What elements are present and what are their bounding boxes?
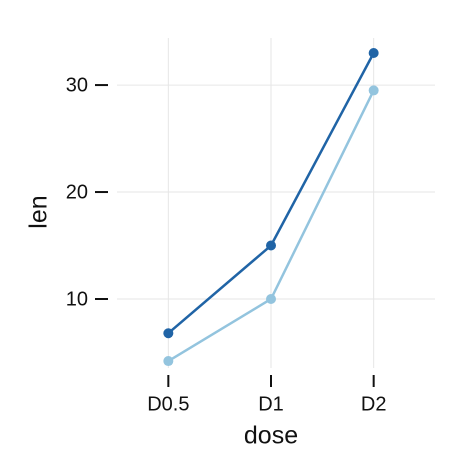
y-axis-title: len [25,195,53,228]
y-tick-label: 10 [66,288,88,310]
series-point [368,85,379,96]
x-tick-label: D1 [258,393,284,415]
series-point [163,356,174,367]
y-tick-label: 20 [66,181,88,203]
series-point [266,294,276,305]
x-axis-title: dose [244,422,298,450]
series-point [163,328,174,339]
series-point [368,47,379,58]
x-tick-label: D2 [361,393,387,415]
x-tick-label: D0.5 [147,393,189,415]
series-point [266,240,276,251]
y-tick-label: 30 [66,74,88,96]
